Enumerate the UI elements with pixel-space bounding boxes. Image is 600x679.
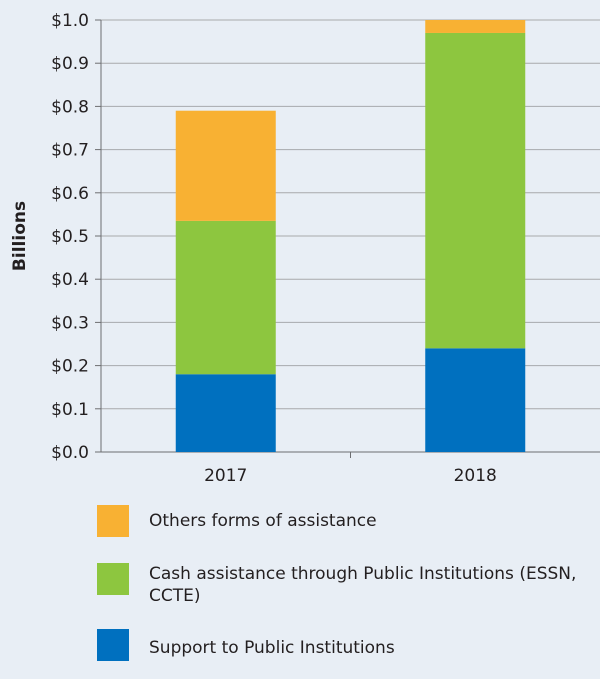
x-category-label: 2018 [454,466,497,486]
chart-root: $0.0 $0.1 $0.2 $0.3 $0.4 $0.5 $0.6 $0.7 $0.8 $0.9… [10,11,600,661]
legend-item-support: Support to Public Institutions [97,629,597,661]
y-tick-label: $0.1 [51,400,89,420]
legend-swatch-cash-assistance [97,563,129,595]
bar-2018-series-1 [425,32,526,349]
legend-item-others: Others forms of assistance [97,505,597,537]
legend-swatch-support [97,629,129,661]
y-tick-label: $0.0 [51,443,89,463]
y-tick-label: $0.3 [51,313,89,333]
y-tick-label: $0.4 [51,270,89,290]
y-axis-label: Billions [10,201,30,271]
bar-2017-series-0 [175,374,276,452]
bar-2018-series-0 [425,348,526,452]
y-tick-label: $0.8 [51,97,89,117]
legend-label-support: Support to Public Institutions [149,638,395,658]
legend-item-cash-assistance: Cash assistance through Public Instituti… [97,563,597,611]
legend-swatch-others [97,505,129,537]
bar-2017-series-1 [175,220,276,375]
y-tick-label: $0.6 [51,184,89,204]
bar-2017-series-2 [175,110,276,221]
legend: Others forms of assistance Cash assistan… [97,505,597,679]
legend-label-cash-assistance: Cash assistance through Public Instituti… [149,564,577,606]
x-category-label: 2017 [204,466,247,486]
y-tick-label: $0.5 [51,227,89,247]
legend-label-others: Others forms of assistance [149,511,377,531]
y-tick-label: $0.2 [51,357,89,377]
bar-2018-series-2 [425,20,526,33]
y-tick-label: $1.0 [51,11,89,31]
y-tick-label: $0.7 [51,141,89,161]
stacked-bar-chart: $0.0 $0.1 $0.2 $0.3 $0.4 $0.5 $0.6 $0.7 $0.8 $0.9… [10,11,600,486]
y-tick-label: $0.9 [51,54,89,74]
